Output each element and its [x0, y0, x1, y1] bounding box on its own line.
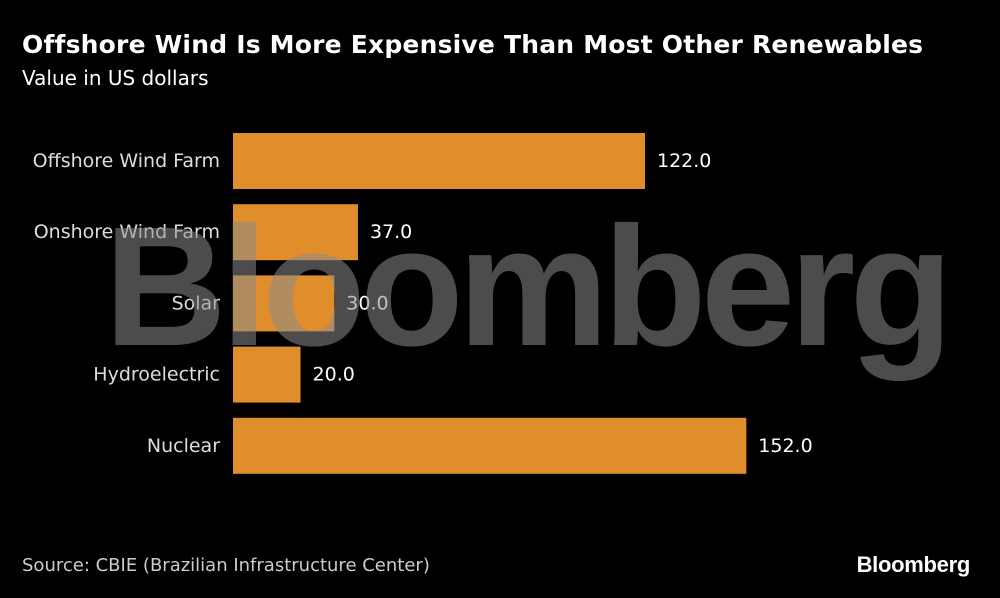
category-label-hydroelectric: Hydroelectric [93, 364, 220, 386]
chart-title: Offshore Wind Is More Expensive Than Mos… [22, 30, 924, 59]
bar-offshore-wind-farm [233, 133, 645, 189]
category-label-solar: Solar [172, 292, 221, 314]
value-label-hydroelectric: 20.0 [313, 364, 355, 386]
category-label-onshore-wind-farm: Onshore Wind Farm [34, 221, 220, 243]
bar-hydroelectric [233, 346, 301, 403]
bar-solar [233, 275, 335, 332]
source-note: Source: CBIE (Brazilian Infrastructure C… [22, 555, 430, 576]
bar-nuclear [233, 417, 747, 474]
category-label-offshore-wind-farm: Offshore Wind Farm [33, 150, 220, 172]
value-label-nuclear: 152.0 [758, 435, 812, 457]
value-label-onshore-wind-farm: 37.0 [370, 221, 412, 243]
value-label-offshore-wind-farm: 122.0 [657, 150, 711, 172]
value-label-solar: 30.0 [346, 292, 388, 314]
bar-onshore-wind-farm [233, 204, 358, 261]
bloomberg-logo: Bloomberg [856, 552, 971, 577]
category-label-nuclear: Nuclear [147, 435, 220, 457]
bloomberg-watermark: Bloomberg [104, 192, 947, 382]
bars-layer [233, 133, 747, 474]
labels-layer: Offshore Wind Farm 122.0 Onshore Wind Farm… [33, 150, 813, 457]
chart-subtitle: Value in US dollars [22, 66, 209, 90]
